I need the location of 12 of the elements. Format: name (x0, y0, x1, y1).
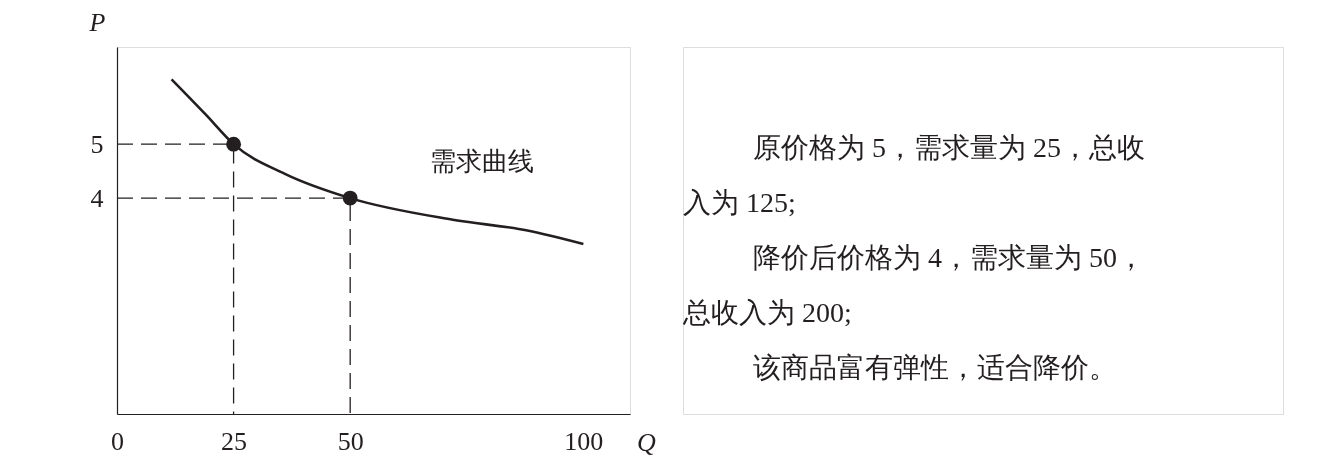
x-tick-label: 100 (564, 426, 604, 456)
x-tick-label: 50 (337, 426, 364, 456)
x-tick-label: 0 (111, 426, 124, 456)
series-label: 需求曲线 (430, 146, 535, 176)
text: 原价格为 5，需求量为 25，总收入为 125; (683, 132, 1145, 218)
y-axis-title: P (88, 7, 106, 37)
y-tick-label: 5 (90, 129, 104, 159)
text: 该商品富有弹性，适合降价。 (753, 352, 1117, 383)
text: 降价后价格为 4，需求量为 50，总收入为 200; (682, 242, 1145, 328)
x-axis-title: Q (637, 427, 657, 457)
x-tick-label: 25 (221, 426, 248, 456)
y-tick-label: 4 (90, 183, 104, 213)
